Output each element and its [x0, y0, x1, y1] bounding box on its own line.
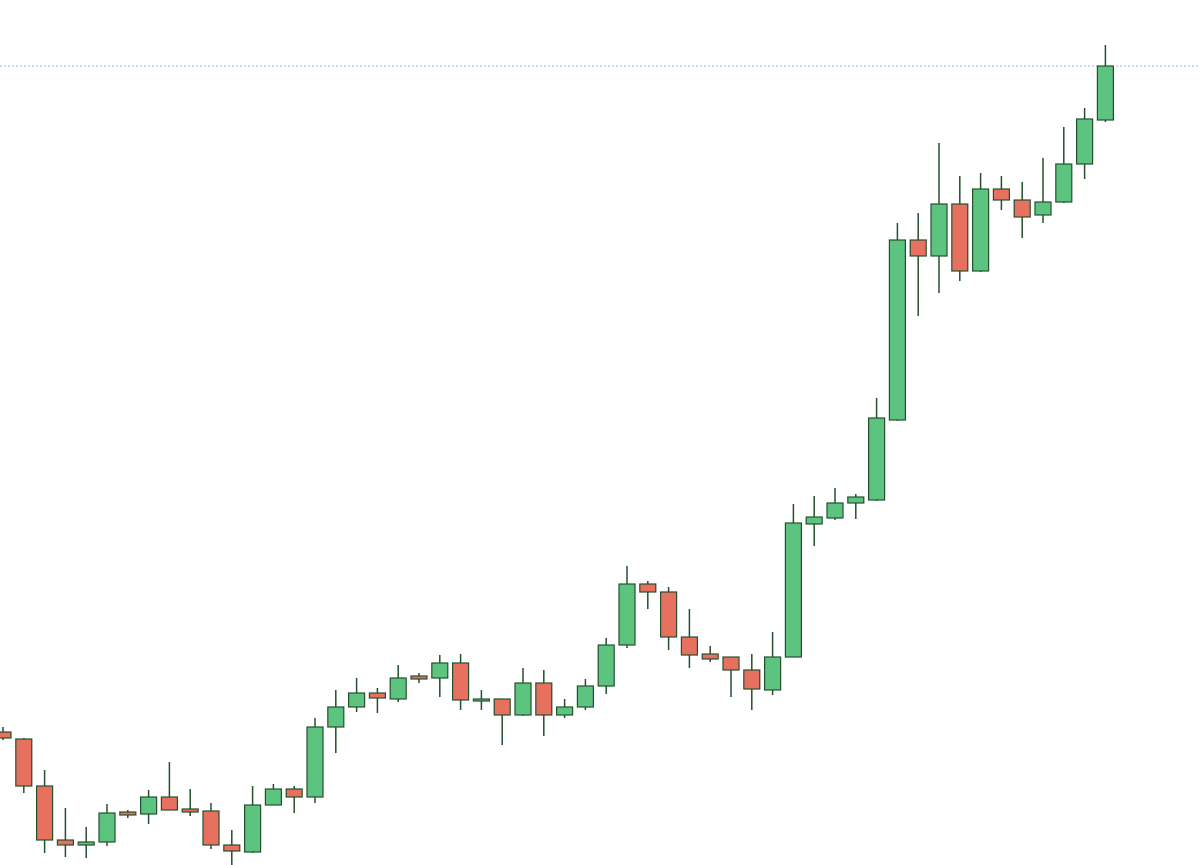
candle-body [410, 675, 428, 680]
candle-body [909, 239, 927, 257]
candle-body [659, 591, 678, 638]
candle-body [264, 788, 282, 806]
candle-body [1034, 201, 1052, 216]
candle-body [888, 239, 907, 421]
candle-body [119, 811, 137, 816]
candle-body [576, 685, 595, 708]
candle-body [306, 726, 324, 798]
candle-body [930, 203, 948, 257]
candle-body [680, 636, 699, 656]
candle-body [847, 496, 865, 504]
candle-body [98, 812, 116, 843]
candle-body [701, 653, 719, 660]
candle-body [431, 662, 449, 679]
candle-body [535, 682, 553, 716]
candle-body [56, 839, 75, 846]
candle-body [389, 677, 407, 700]
candle-body [0, 731, 12, 739]
candle-body [805, 516, 823, 525]
candle-body [743, 669, 761, 690]
candle-body [951, 203, 969, 272]
candle-body [514, 682, 532, 716]
candle-body [181, 808, 199, 813]
candle-body [1075, 118, 1094, 165]
candle-body [202, 810, 220, 846]
candle-body [493, 698, 511, 716]
candle-body [555, 706, 574, 716]
candle-body [597, 644, 615, 687]
candle-body [77, 841, 95, 846]
candle-body [368, 692, 386, 699]
candle-body [784, 522, 803, 658]
candle-body [826, 502, 844, 519]
candle-body [618, 583, 636, 646]
candle-body [15, 738, 33, 787]
candle-body [1055, 163, 1073, 203]
candle-body [35, 785, 54, 841]
candle-body [452, 662, 470, 701]
candle-body [348, 692, 366, 708]
candle-body [244, 804, 262, 853]
candle-body [285, 788, 303, 798]
candle-body [763, 656, 782, 691]
candle-body [472, 698, 490, 702]
candle-body [867, 417, 886, 501]
candle-body [722, 656, 740, 671]
candle-body [223, 844, 241, 852]
candle-body [639, 583, 657, 593]
candle-body [1013, 199, 1031, 218]
candle-body [140, 796, 158, 815]
candle-body [327, 706, 345, 728]
candle-body [992, 188, 1011, 201]
candle-body [971, 188, 990, 272]
candle-body [1096, 65, 1115, 121]
candle-body [160, 796, 178, 811]
